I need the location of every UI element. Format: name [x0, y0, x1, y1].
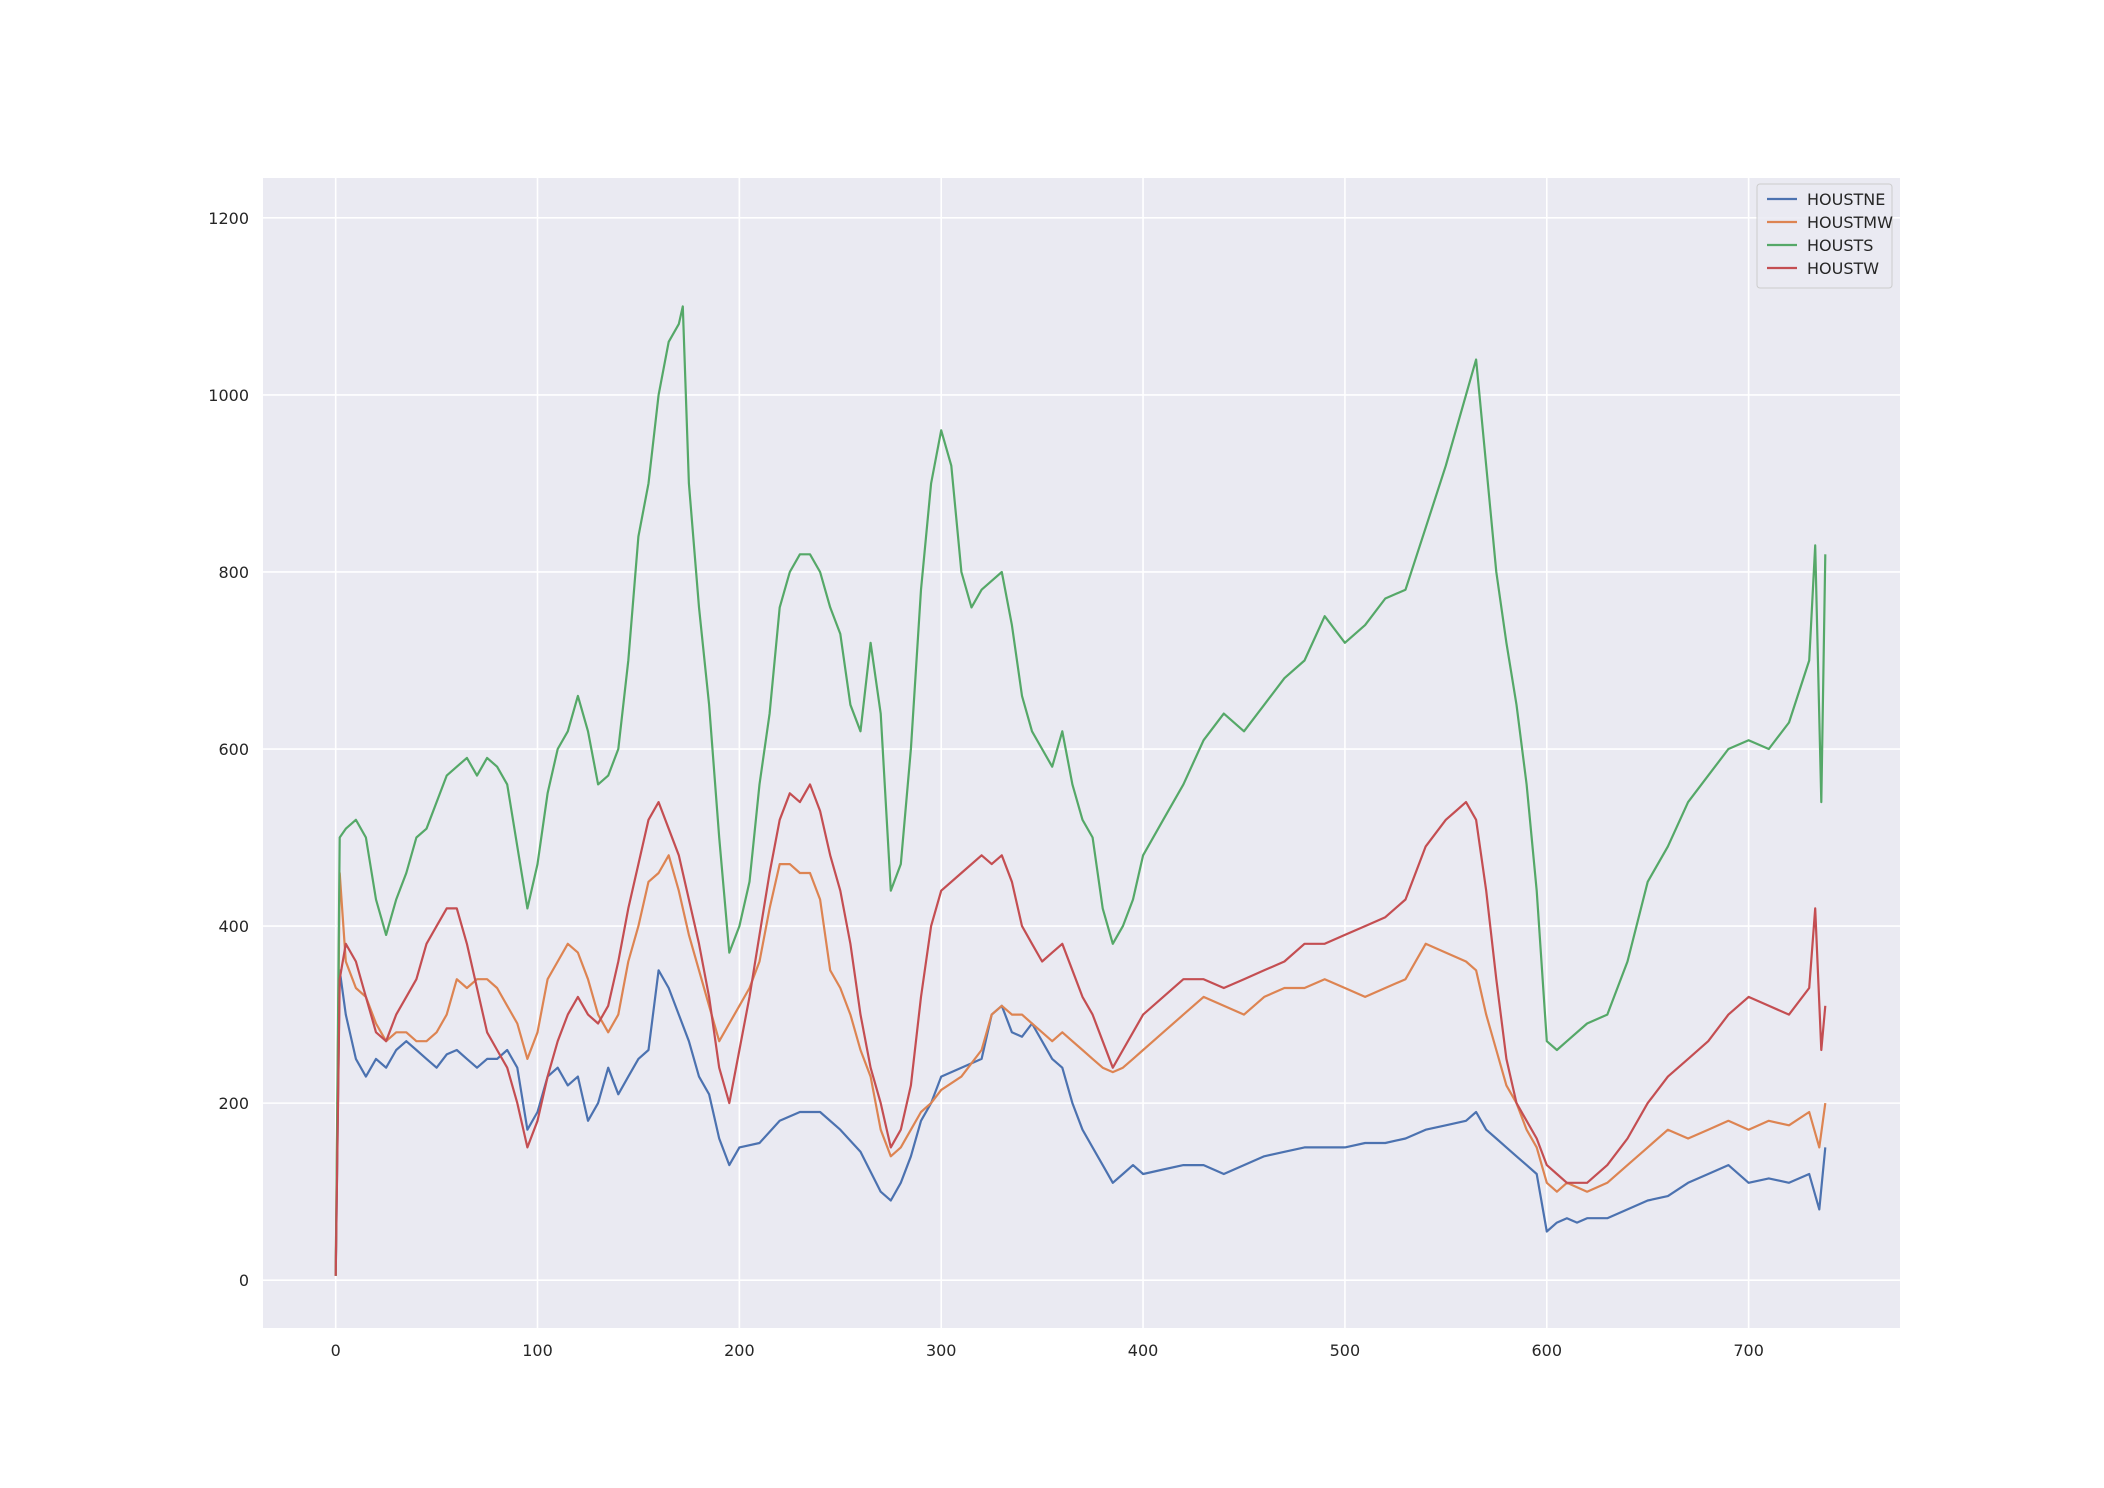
x-tick-label: 400 [1128, 1341, 1159, 1360]
x-tick-label: 0 [331, 1341, 341, 1360]
legend-box [1756, 183, 1893, 289]
legend: HOUSTNE HOUSTMW HOUSTS HOUSTW [1756, 183, 1893, 289]
series-line-housts [334, 305, 1827, 1276]
legend-label: HOUSTMW [1807, 213, 1893, 232]
series-line-houstmw [334, 854, 1827, 1276]
x-tick-label: 100 [522, 1341, 553, 1360]
x-tick-label: 200 [724, 1341, 755, 1360]
y-tick-label: 1000 [208, 386, 249, 405]
y-tick-label: 400 [218, 917, 249, 936]
y-tick-label: 0 [239, 1271, 249, 1290]
legend-label: HOUSTW [1807, 259, 1879, 278]
legend-label: HOUSTS [1807, 236, 1873, 255]
series-line-houstw [334, 783, 1827, 1276]
y-tick-label: 1200 [208, 209, 249, 228]
legend-label: HOUSTNE [1807, 190, 1885, 209]
x-tick-label: 600 [1531, 1341, 1562, 1360]
series-lines [334, 305, 1827, 1276]
x-tick-label: 500 [1330, 1341, 1361, 1360]
y-tick-label: 200 [218, 1094, 249, 1113]
x-tick-label: 300 [926, 1341, 957, 1360]
x-tick-label: 700 [1733, 1341, 1764, 1360]
series-line-houstne [334, 969, 1827, 1276]
plot-area [263, 178, 1900, 1328]
grid-lines [263, 178, 1900, 1328]
y-tick-label: 600 [218, 740, 249, 759]
tick-labels: 0 100 200 300 400 500 600 700 0 200 400 600 800 1000 1… [208, 209, 1764, 1360]
y-tick-label: 800 [218, 563, 249, 582]
